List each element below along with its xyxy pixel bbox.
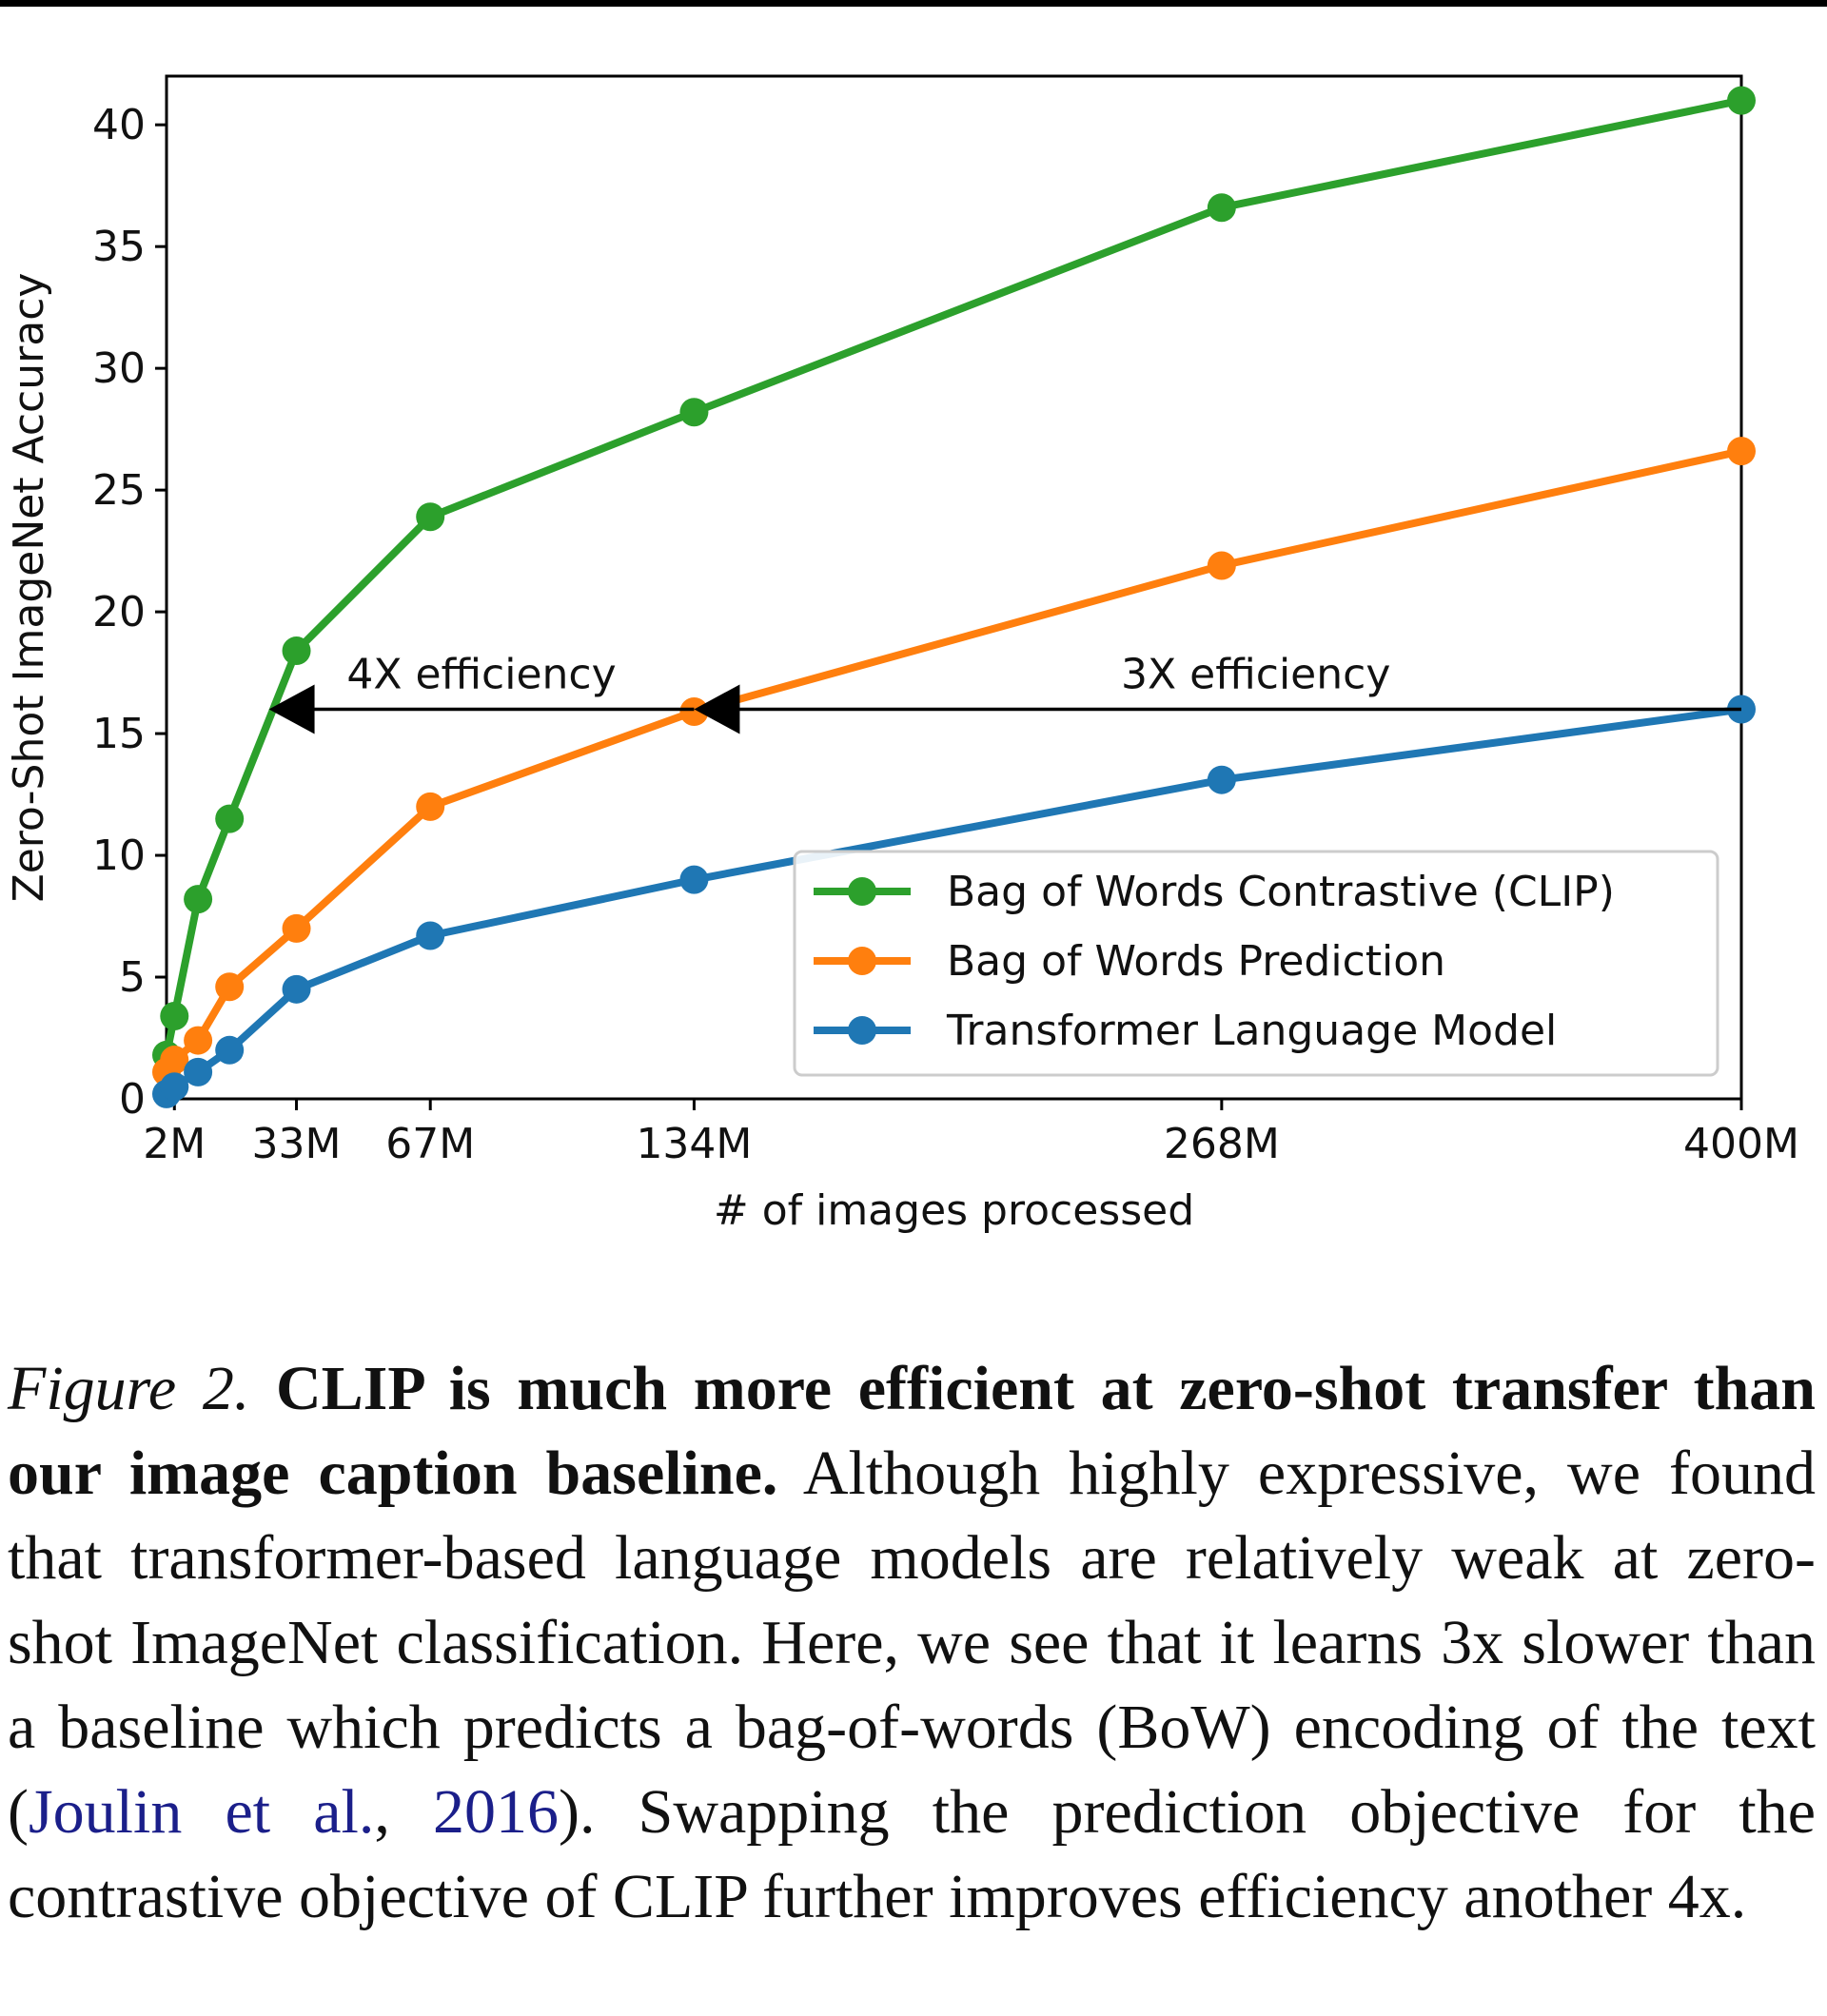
data-point	[160, 1072, 189, 1102]
data-point	[1207, 765, 1236, 794]
data-point	[184, 1057, 213, 1086]
x-tick-label: 33M	[252, 1120, 342, 1168]
line-chart: 0 5 10 15 20 25 30 35 40 2M 33M 67M 134M 268M 400M # of…	[5, 74, 1799, 1235]
x-tick-label: 400M	[1683, 1120, 1799, 1168]
data-point	[184, 1026, 213, 1055]
data-point	[282, 974, 311, 1004]
annotation-arrowhead	[694, 684, 740, 734]
y-tick-label: 30	[92, 344, 146, 393]
data-point	[160, 1001, 189, 1030]
x-tick-label: 67M	[385, 1120, 475, 1168]
y-tick-label: 10	[92, 832, 146, 880]
plot-frame	[165, 74, 1743, 1101]
y-axis-label: Zero-Shot ImageNet Accuracy	[5, 273, 53, 903]
citation-separator: ,	[374, 1777, 434, 1847]
y-tick-label: 40	[92, 101, 146, 149]
top-rule	[0, 0, 1827, 7]
legend-swatch-marker	[848, 1016, 876, 1045]
caption-bold-text: CLIP is much more efficient at zero-shot…	[8, 1354, 1817, 1508]
x-tick-label: 268M	[1164, 1120, 1280, 1168]
caption-body-2: ). Swapping the prediction objective for…	[8, 1777, 1817, 1931]
annotation-label: 3X efficiency	[1121, 650, 1390, 698]
data-point	[184, 885, 213, 914]
y-tick-label: 15	[92, 710, 146, 758]
legend-label: Bag of Words Contrastive (CLIP)	[947, 868, 1615, 916]
legend-label: Bag of Words Prediction	[947, 937, 1445, 986]
data-point	[215, 1035, 245, 1065]
data-point	[416, 792, 445, 821]
y-tick-label: 25	[92, 466, 146, 515]
annotation-arrowhead	[268, 684, 315, 734]
x-tick-label: 2M	[143, 1120, 206, 1168]
figure-caption: Figure 2. CLIP is much more efficient at…	[8, 1346, 1816, 1939]
legend-box	[793, 850, 1719, 1077]
y-tick-label: 20	[92, 588, 146, 636]
data-point	[416, 502, 445, 532]
data-point	[679, 398, 709, 427]
y-tick-label: 0	[119, 1075, 146, 1124]
data-point	[1727, 437, 1756, 466]
data-point	[160, 1046, 189, 1075]
annotation-label: 4X efficiency	[346, 650, 616, 698]
data-point	[282, 636, 311, 666]
data-point	[1727, 86, 1756, 115]
legend-swatch-marker	[848, 877, 876, 906]
legend-label: Transformer Language Model	[946, 1007, 1557, 1055]
data-point	[282, 913, 311, 943]
data-point	[215, 804, 245, 833]
data-point	[679, 865, 709, 894]
citation-link-year[interactable]: 2016	[433, 1777, 560, 1847]
data-point	[1207, 193, 1236, 223]
data-point	[679, 697, 709, 727]
citation-link-authors[interactable]: Joulin et al.	[28, 1777, 375, 1847]
caption-body-1: Although highly expressive, we found tha…	[8, 1439, 1817, 1847]
data-point	[416, 921, 445, 950]
data-point	[1207, 551, 1236, 580]
y-tick-label: 35	[92, 223, 146, 271]
legend-swatch-marker	[848, 947, 876, 975]
x-axis-label: # of images processed	[714, 1186, 1194, 1235]
x-tick-label: 134M	[636, 1120, 752, 1168]
y-tick-label: 5	[119, 953, 146, 1002]
figure-label: Figure 2.	[8, 1354, 250, 1423]
data-point	[215, 972, 245, 1002]
